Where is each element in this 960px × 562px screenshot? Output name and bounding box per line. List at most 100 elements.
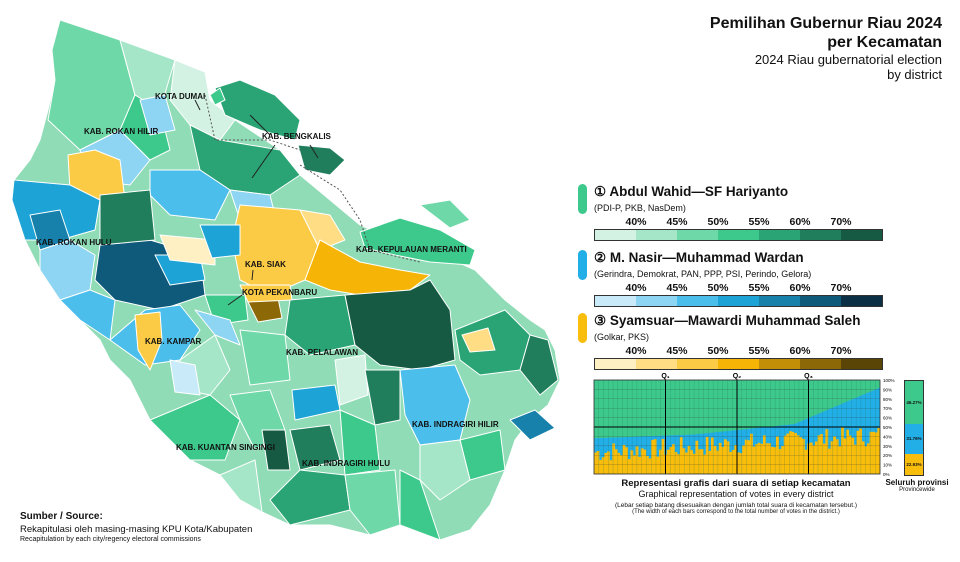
provincewide-nasir-label: 31.76% [906,436,922,442]
chart-bar-syamsuar [812,445,816,474]
color-ramp [594,229,883,241]
leader-bengkalis-2 [251,144,276,179]
leader-bengkalis-3 [309,144,319,159]
chart-bar-syamsuar [734,445,738,474]
island-meranti-a [359,217,476,266]
chart-bar-syamsuar [752,446,756,474]
chart-bar-syamsuar [711,437,714,474]
chart-bar-syamsuar [594,452,597,474]
map-label-pekanbaru: KOTA PEKANBARU [242,288,318,297]
candidate-parties: (PDI-P, PKB, NasDem) [594,203,686,213]
chart-bar-syamsuar [851,437,855,474]
candidate-color-swatch [578,313,587,343]
chart-bar-syamsuar [656,456,660,474]
district-siak-4 [199,224,241,259]
chart-bar-syamsuar [726,441,730,474]
chart-bar-syamsuar [760,443,764,474]
ramp-tick-label: 45% [666,345,688,357]
title-block: Pemilihan Gubernur Riau 2024 per Kecamat… [710,14,942,82]
chart-bar-syamsuar [872,431,875,474]
ramp-tick-label: 50% [707,216,729,228]
map-label-kampar: KAB. KAMPAR [145,337,202,346]
candidate-parties: (Golkar, PKS) [594,332,650,342]
district-pelalawan-2 [344,279,456,371]
chart-bar-syamsuar [674,452,678,474]
chart-bar-syamsuar [825,429,829,474]
candidate-name: ③ Syamsuar—Mawardi Muhammad Saleh [594,313,861,328]
chart-bar-syamsuar [757,442,761,474]
chart-bar-syamsuar [742,445,745,474]
chart-y-tick-label: 10% [883,463,892,468]
ramp-step [841,359,882,369]
leader-bengkalis-1 [249,114,271,136]
chart-bar-syamsuar [625,447,628,474]
map-label-kuansing: KAB. KUANTAN SINGINGI [176,443,275,452]
provincewide-subtitle: Provincewide [899,487,935,493]
chart-bar-syamsuar [659,449,662,474]
map-label-pelalawan: KAB. PELALAWAN [286,348,358,357]
chart-bar-syamsuar [828,448,831,474]
chart-bar-syamsuar [789,431,792,474]
district-inhu-3 [269,469,351,526]
coast-dash-1 [204,94,301,151]
chart-y-tick-label: 20% [883,453,892,458]
ramp-tick-label: 50% [707,282,729,294]
chart-bar-syamsuar [796,435,800,474]
chart-y-tick-label: 90% [883,387,892,392]
chart-bar-syamsuar [841,427,844,474]
chart-note-id: (Lebar setiap batang disesuaikan dengan … [614,502,858,509]
ramp-tick-label: 70% [830,345,852,357]
title-main: Pemilihan Gubernur Riau 2024 [709,15,942,32]
chart-bar-syamsuar [716,450,719,474]
chart-bar-syamsuar [685,452,688,474]
ramp-step [677,296,718,306]
chart-bar-syamsuar [630,450,634,474]
chart-bar-syamsuar [622,444,626,474]
chart-y-tick-label: 40% [883,434,892,439]
chart-caption: Representasi grafis dari suara di setiap… [621,478,851,489]
chart-bar-syamsuar [612,443,615,474]
chart-quartile-label: Q₂ [733,373,742,380]
chart-bar-syamsuar [614,449,618,474]
chart-bar-syamsuar [617,452,621,474]
ramp-tick-label: 60% [789,282,811,294]
district-pelalawan-4 [239,329,291,386]
district-kuansing-3 [261,429,291,471]
ramp-step [677,359,718,369]
district-kampar-5 [169,359,201,396]
chart-bar-syamsuar [854,444,857,474]
ramp-step [595,230,636,240]
provincewide-segment-syamsuar: 22.93% [905,453,923,475]
candidate-color-swatch [578,250,587,280]
district-inhil-5 [509,409,556,441]
leader-siak [251,269,254,281]
provincewide-wahid-label: 46.27% [906,400,922,406]
island-meranti-b [419,199,471,229]
color-ramp [594,358,883,370]
ramp-step [636,359,677,369]
map-label-bengkalis: KAB. BENGKALIS [262,132,331,141]
legend-candidate-1: ① Abdul Wahid—SF Hariyanto (PDI-P, PKB, N… [578,184,898,244]
legend-candidate-2: ② M. Nasir—Muhammad Wardan (Gerindra, Dem… [578,250,898,310]
chart-notes: Representasi grafis dari suara di setiap… [596,478,876,515]
chart-bar-syamsuar [661,438,665,474]
ramp-step [677,230,718,240]
ramp-ticks: 40% 45% 50% 55% 60% 70% [594,282,882,294]
map-label-inhil: KAB. INDRAGIRI HILIR [412,420,499,429]
chart-bar-syamsuar [747,440,751,474]
source-heading: Sumber / Source: [20,511,103,522]
district-inhu-6 [399,469,441,541]
chart-bar-syamsuar [677,454,680,474]
chart-caption-en: Graphical representation of votes in eve… [638,489,834,499]
ramp-tick-label: 45% [666,282,688,294]
chart-bar-syamsuar [869,431,873,474]
ramp-step [800,296,841,306]
chart-bar-syamsuar [763,435,766,474]
chart-bar-syamsuar [705,436,709,474]
source-block: Sumber / Source: Rekapitulasi oleh masin… [20,511,252,543]
chart-bar-syamsuar [838,446,842,474]
district-pelalawan-3 [334,354,369,406]
district-pelalawan-1 [284,294,356,356]
chart-bar-syamsuar [679,437,683,474]
